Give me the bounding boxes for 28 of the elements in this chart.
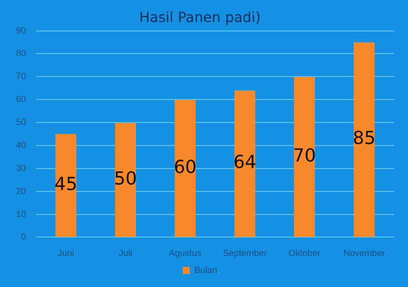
data-label: 85 — [352, 128, 376, 150]
y-tick-label: 80 — [16, 48, 26, 58]
x-tick-label: September — [222, 248, 267, 258]
data-label: 64 — [233, 152, 256, 174]
bar — [174, 100, 196, 237]
legend-label: Bulan — [194, 264, 218, 275]
y-tick-label: 90 — [16, 25, 26, 36]
x-tick-label: Juni — [58, 248, 74, 258]
y-tick-label: 0 — [20, 232, 26, 242]
bar — [234, 90, 256, 237]
y-tick-label: 60 — [16, 94, 26, 104]
x-tick-label: Juli — [118, 248, 132, 258]
data-label: 60 — [174, 156, 197, 178]
bar — [115, 122, 136, 237]
y-tick-label: 20 — [16, 186, 26, 196]
data-label: 50 — [114, 168, 137, 190]
y-tick-label: 70 — [16, 71, 26, 82]
bar — [294, 76, 315, 237]
y-tick-label: 10 — [16, 208, 26, 219]
x-tick-label: Oktober — [288, 248, 321, 258]
y-tick-label: 50 — [16, 117, 26, 128]
y-tick-label: 40 — [16, 140, 26, 150]
bar — [354, 42, 375, 237]
x-tick-label: Agustus — [168, 248, 202, 258]
chart-title: Hasil Panen padi) — [139, 10, 261, 26]
x-tick-label: November — [343, 248, 385, 258]
y-tick-label: 30 — [16, 162, 26, 173]
data-label: 70 — [293, 145, 316, 166]
